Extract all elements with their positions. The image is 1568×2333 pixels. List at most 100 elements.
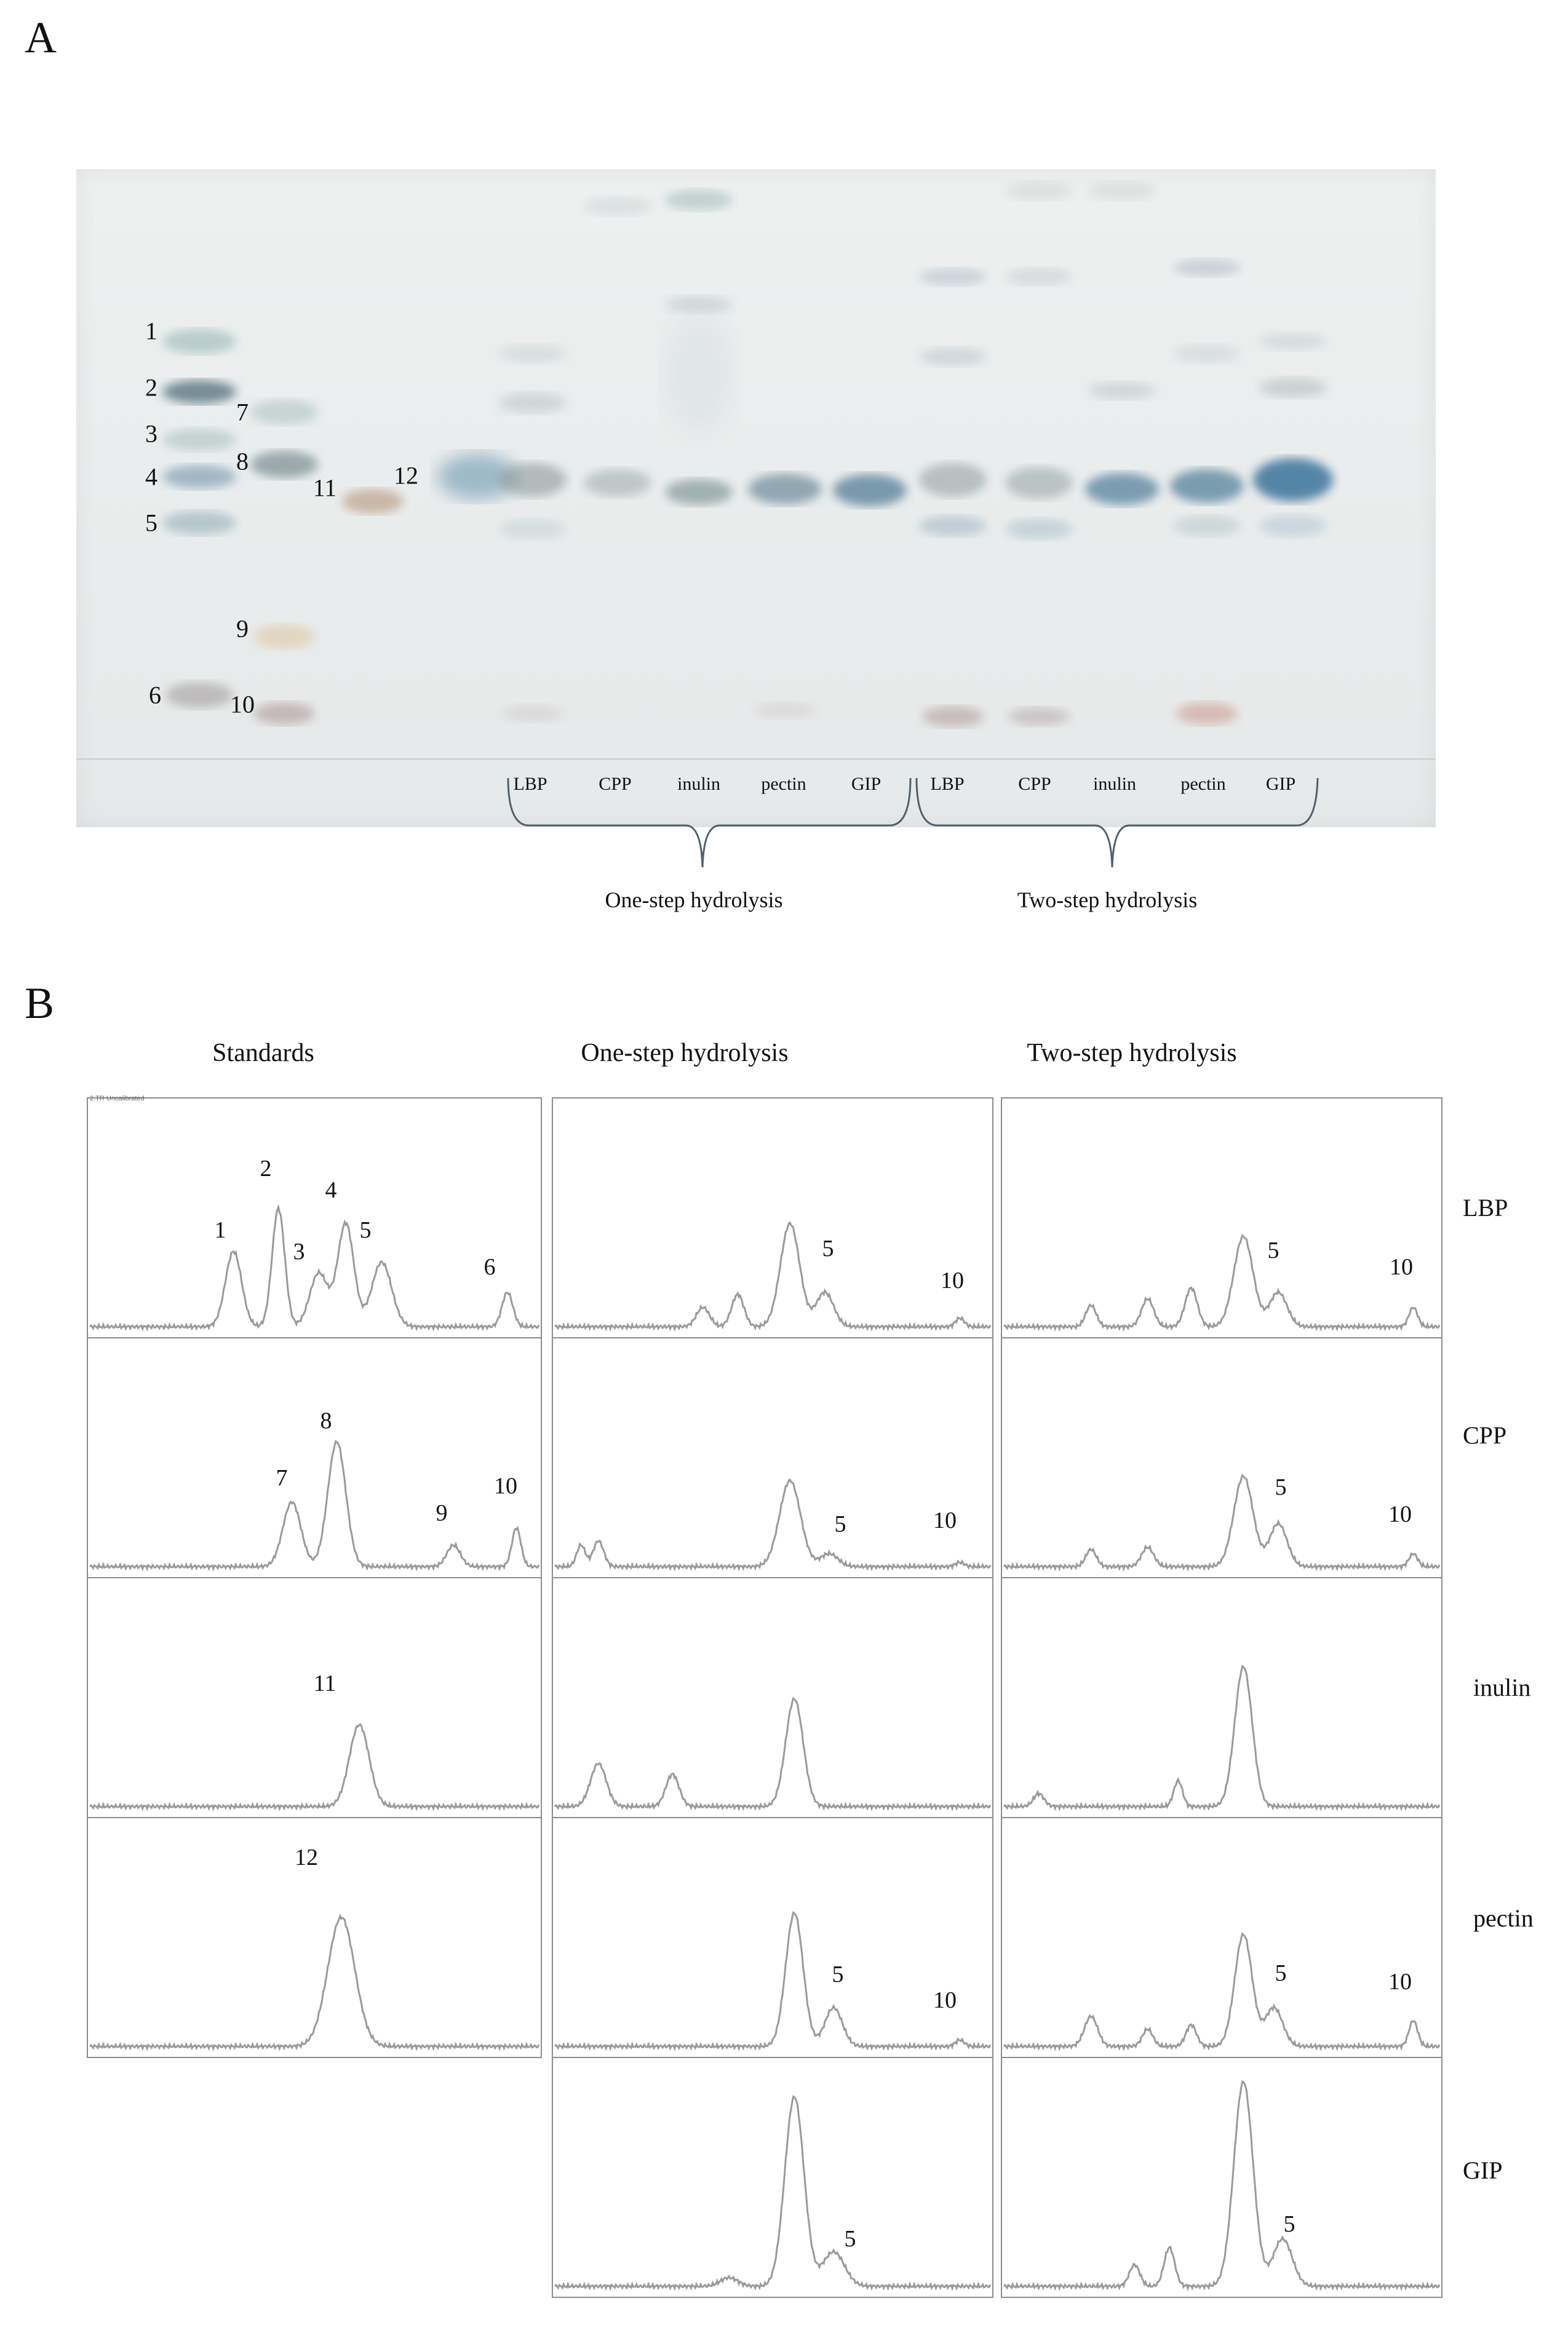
one-cpp-peak-10: 10 [933,1508,957,1533]
tlc-band [1008,707,1070,726]
std-peak-2: 2 [260,1156,272,1182]
chromatogram-frame-standards-1 [87,1097,542,1338]
tlc-band [1170,469,1244,503]
lane-label-inulin-2: inulin [1092,774,1137,794]
tlc-band [1173,515,1241,536]
std-num-5: 5 [145,509,157,537]
tlc-band [499,392,567,413]
one-pectin-peak-10: 10 [933,1987,957,2013]
std-peak-3: 3 [293,1239,305,1265]
tlc-bands [162,181,1333,727]
row-label-gip: GIP [1463,2156,1503,2184]
standards-trace-2 [89,1439,540,1572]
row-label-inulin: inulin [1473,1674,1531,1701]
two-step-trace-4 [1003,1932,1441,2052]
std-peak-8: 8 [320,1408,332,1434]
tlc-band [162,511,236,535]
lane-label-gip-1: GIP [851,774,882,794]
tlc-band [1173,259,1241,276]
panel-b-letter: B [25,979,55,1028]
tlc-band [162,465,236,488]
two-step-trace-5 [1003,2080,1441,2292]
std-num-6: 6 [149,681,161,709]
std-peak-1: 1 [214,1217,226,1243]
tlc-band [919,515,987,536]
std-num-9: 9 [236,614,249,643]
standards-trace-3 [89,1723,540,1811]
tlc-band [1176,702,1238,725]
std-num-10: 10 [230,690,255,718]
one-lbp-peak-10: 10 [941,1268,964,1294]
lane-label-gip-2: GIP [1265,774,1296,794]
lane-label-lbp-2: LBP [930,774,965,794]
tlc-band [1005,268,1073,285]
tlc-band [754,702,816,718]
lane-label-cpp-1: CPP [599,774,632,794]
col-title-two-step: Two-step hydrolysis [1027,1039,1237,1067]
chromatogram-frame-two-step-5 [1001,2057,1443,2298]
chromatogram-frame-two-step-4 [1001,1817,1443,2058]
tlc-plate [76,169,1436,827]
uncalibrated-note: 2.TR Uncalibrated [90,1095,145,1102]
tlc-band [919,268,987,285]
std-num-7: 7 [236,398,249,426]
two-lbp-peak-10: 10 [1390,1254,1413,1280]
tlc-band [1253,458,1333,501]
tlc-band [253,624,315,649]
tlc-band [665,189,733,210]
chromatogram-frame-standards-2 [87,1337,542,1578]
lane-label-cpp-2: CPP [1018,774,1051,794]
group-label-two-step: Two-step hydrolysis [1017,888,1198,912]
tlc-band [162,329,236,354]
origin-line [76,758,1436,760]
chromatogram-frame-one-step-1 [552,1097,993,1338]
two-pectin-peak-5: 5 [1275,1960,1287,1986]
chromatogram-frame-one-step-3 [552,1577,993,1818]
tlc-band [1088,181,1156,200]
std-peak-7: 7 [276,1465,288,1491]
one-cpp-peak-5: 5 [834,1511,846,1537]
tlc-band [919,348,987,366]
two-step-trace-1 [1003,1233,1441,1332]
tlc-band [1005,519,1073,539]
row-label-lbp: LBP [1463,1194,1508,1222]
two-step-trace-3 [1003,1664,1441,1812]
chromatogram-frame-standards-4 [87,1817,542,2058]
tlc-band [165,682,233,708]
lane-label-lbp-1: LBP [513,774,547,794]
col-title-standards: Standards [212,1039,314,1067]
one-step-trace-5 [554,2095,992,2292]
std-peak-12: 12 [295,1845,318,1870]
tlc-band [665,479,733,505]
two-gip-peak-5: 5 [1283,2211,1295,2237]
tlc-band [919,463,987,497]
std-peak-9: 9 [436,1500,448,1526]
brace-two-step [915,777,1319,868]
one-lbp-peak-5: 5 [822,1236,834,1262]
lane-label-pectin-2: pectin [1180,774,1226,794]
tlc-band [1085,473,1159,505]
tlc-band [1088,382,1156,399]
tlc-band [1005,467,1073,499]
tlc-band [437,453,517,500]
std-num-8: 8 [236,447,249,475]
standards-trace-4 [89,1913,540,2051]
std-num-4: 4 [145,463,157,491]
tlc-band [584,469,651,497]
tlc-band [1005,181,1073,200]
tlc-band [162,380,236,403]
one-step-trace-2 [554,1478,992,1572]
tlc-band [162,429,236,451]
one-pectin-peak-5: 5 [832,1961,844,1987]
two-pectin-peak-10: 10 [1388,1969,1412,1995]
tlc-band [665,296,733,313]
tlc-band [499,519,567,539]
std-peak-11: 11 [313,1671,336,1696]
std-num-1: 1 [145,317,157,345]
row-label-pectin: pectin [1473,1904,1534,1932]
one-gip-peak-5: 5 [844,2226,856,2252]
std-num-11: 11 [312,474,337,502]
std-num-12: 12 [394,461,418,490]
tlc-band [1259,515,1327,537]
tlc-band [665,311,733,434]
